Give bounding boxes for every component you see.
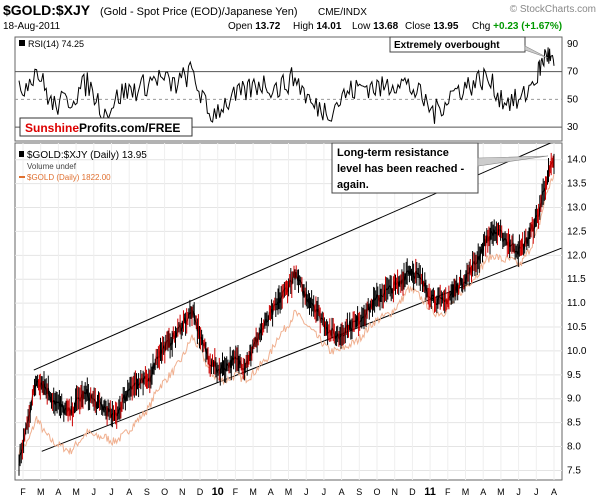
x-tick-label: J xyxy=(109,487,114,497)
x-tick-label: J xyxy=(516,487,521,497)
x-tick-label: F xyxy=(233,487,239,497)
resistance-annotation-box xyxy=(331,142,479,194)
rsi-tick-label: 70 xyxy=(567,67,579,78)
logo: SunshineProfits.com/FREE xyxy=(25,121,180,135)
price-legend: $GOLD:$XJY (Daily) 13.95 Volume undef $G… xyxy=(19,150,147,182)
legend-volume: Volume undef xyxy=(27,162,77,171)
x-tick-label: J xyxy=(92,487,97,497)
x-tick-label: M xyxy=(249,487,257,497)
price-tick-label: 10.0 xyxy=(567,346,587,357)
low-value: 13.68 xyxy=(373,21,398,32)
x-tick-label: S xyxy=(356,487,362,497)
open-value: 13.72 xyxy=(255,21,280,32)
x-tick-label: D xyxy=(409,487,416,497)
chart-symbol: $GOLD:$XJY xyxy=(3,2,91,18)
price-tick-label: 11.5 xyxy=(567,274,586,285)
x-tick-label: A xyxy=(126,487,132,497)
x-tick-label: O xyxy=(373,487,380,497)
trendline-support xyxy=(41,247,562,452)
x-tick-label: J xyxy=(304,487,309,497)
x-tick-label: O xyxy=(161,487,168,497)
chart-date: 18-Aug-2011 xyxy=(3,21,61,32)
x-tick-label: 10 xyxy=(212,486,224,498)
rsi-line xyxy=(18,47,555,124)
rsi-label: RSI(14) 74.25 xyxy=(28,39,84,49)
rsi-annotation-pointer xyxy=(524,45,549,59)
x-tick-label: A xyxy=(339,487,345,497)
x-tick-label: S xyxy=(144,487,150,497)
legend-secondary: $GOLD (Daily) 1822.00 xyxy=(27,173,111,182)
resistance-annotation-line1: Long-term resistance xyxy=(337,147,449,159)
x-tick-label: F xyxy=(20,487,26,497)
svg-text:Open 13.72: Open 13.72 xyxy=(228,21,281,32)
svg-text:Low 13.68: Low 13.68 xyxy=(352,21,399,32)
close-label: Close xyxy=(405,21,431,32)
open-label: Open xyxy=(228,21,252,32)
high-label: High xyxy=(293,21,314,32)
resistance-annotation-pointer xyxy=(477,155,549,167)
price-tick-label: 13.0 xyxy=(567,203,587,214)
chg-value: +0.23 (+1.67%) xyxy=(493,21,562,32)
rsi-legend-marker xyxy=(19,40,25,46)
price-tick-label: 14.0 xyxy=(567,155,587,166)
chart-description: (Gold - Spot Price (EOD)/Japanese Yen) xyxy=(100,6,297,18)
x-tick-label: 11 xyxy=(424,486,436,498)
price-tick-label: 9.5 xyxy=(567,370,581,381)
price-tick-label: 13.5 xyxy=(567,179,587,190)
ohlc-summary: Open 13.72 High 14.01 Low 13.68 Close 13… xyxy=(228,21,562,32)
resistance-annotation-line2: level has been reached - xyxy=(337,163,465,175)
watermark: © StockCharts.com xyxy=(510,4,596,15)
rsi-annotation-box xyxy=(389,36,526,53)
x-tick-label: M xyxy=(72,487,80,497)
x-tick-label: A xyxy=(268,487,274,497)
price-tick-label: 12.5 xyxy=(567,226,587,237)
price-tick-label: 11.0 xyxy=(567,298,586,309)
logo-part1: Sunshine xyxy=(25,121,79,135)
chart-exchange: CME/INDX xyxy=(318,7,367,18)
x-tick-label: A xyxy=(551,487,557,497)
low-label: Low xyxy=(352,21,371,32)
x-tick-label: J xyxy=(534,487,539,497)
x-tick-label: A xyxy=(55,487,61,497)
price-tick-label: 12.0 xyxy=(567,250,587,261)
x-tick-label: N xyxy=(179,487,186,497)
rsi-tick-label: 90 xyxy=(567,39,579,50)
x-tick-label: F xyxy=(445,487,451,497)
legend-primary: $GOLD:$XJY (Daily) 13.95 xyxy=(27,150,147,161)
chg-label: Chg xyxy=(472,21,490,32)
rsi-tick-label: 50 xyxy=(567,94,579,105)
price-tick-label: 9.0 xyxy=(567,394,581,405)
price-tick-label: 8.5 xyxy=(567,418,581,429)
x-tick-label: D xyxy=(197,487,204,497)
logo-part2: Profits.com/FREE xyxy=(79,121,180,135)
x-tick-label: M xyxy=(285,487,293,497)
price-tick-label: 7.5 xyxy=(567,465,581,476)
high-value: 14.01 xyxy=(316,21,341,32)
close-value: 13.95 xyxy=(433,21,458,32)
resistance-annotation-line3: again. xyxy=(337,179,369,191)
x-tick-label: J xyxy=(322,487,327,497)
svg-text:Close 13.95: Close 13.95 xyxy=(405,21,459,32)
x-tick-label: M xyxy=(462,487,470,497)
rsi-annotation-text: Extremely overbought xyxy=(394,40,500,51)
svg-text:Chg +0.23 (+1.67%): Chg +0.23 (+1.67%) xyxy=(472,21,562,32)
x-tick-label: M xyxy=(497,487,505,497)
svg-text:High 14.01: High 14.01 xyxy=(293,21,342,32)
logo-box xyxy=(19,117,193,137)
x-tick-label: M xyxy=(37,487,45,497)
rsi-tick-label: 30 xyxy=(567,122,579,133)
price-tick-label: 10.5 xyxy=(567,322,587,333)
price-tick-label: 8.0 xyxy=(567,442,581,453)
x-tick-label: A xyxy=(480,487,486,497)
x-tick-label: N xyxy=(391,487,398,497)
